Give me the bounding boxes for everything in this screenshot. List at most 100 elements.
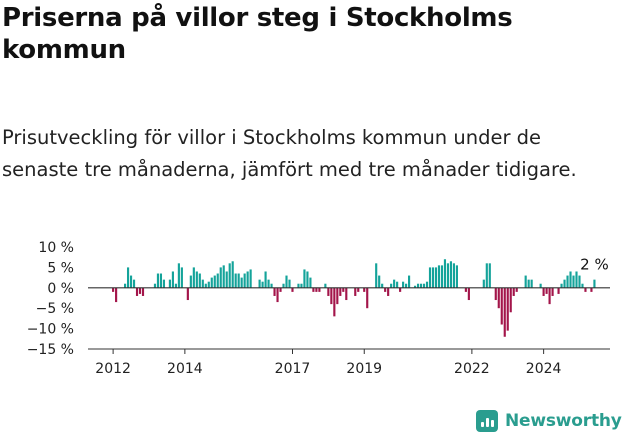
bar <box>132 279 136 288</box>
bar <box>357 287 360 292</box>
bar <box>279 287 282 292</box>
bar <box>270 283 273 288</box>
bar <box>141 287 145 296</box>
bar <box>126 267 130 288</box>
bar <box>572 275 575 288</box>
y-tick-label: −5 % <box>36 301 74 317</box>
bar <box>129 275 133 288</box>
bar <box>186 287 189 301</box>
bar <box>503 287 506 337</box>
bar <box>569 271 572 288</box>
bar <box>177 263 180 288</box>
bar <box>545 287 548 294</box>
bar <box>327 287 330 296</box>
bar <box>485 263 488 288</box>
bar <box>530 279 533 288</box>
bar <box>330 287 333 305</box>
bar <box>300 283 303 288</box>
bar <box>198 273 201 288</box>
bar <box>375 263 378 288</box>
bar <box>303 269 306 288</box>
bar <box>288 279 291 288</box>
bar <box>497 287 500 309</box>
bar <box>339 287 342 296</box>
bar <box>156 273 160 288</box>
bar <box>416 283 420 288</box>
bar <box>593 279 596 288</box>
bar <box>204 283 207 288</box>
latest-value-label: 2 % <box>580 256 609 274</box>
bar <box>500 287 503 325</box>
bar <box>446 263 450 288</box>
bar <box>237 273 240 288</box>
bar <box>393 279 396 288</box>
bar <box>381 283 384 288</box>
bar <box>115 287 118 303</box>
bar <box>261 281 264 288</box>
x-tick-label: 2017 <box>275 361 311 377</box>
bar <box>431 267 435 288</box>
bar <box>488 263 491 288</box>
bar <box>548 287 551 305</box>
bar <box>563 279 566 288</box>
bar <box>467 287 470 301</box>
y-tick-label: −10 % <box>27 322 74 338</box>
bar <box>524 275 527 288</box>
bar <box>282 283 285 288</box>
brand-logo: Newsworthy <box>476 407 622 435</box>
bar <box>509 287 512 313</box>
bar <box>291 287 294 292</box>
bar <box>440 265 444 288</box>
bar <box>315 287 318 292</box>
bar <box>482 279 485 288</box>
bar <box>452 263 455 288</box>
x-tick-label: 2019 <box>346 361 382 377</box>
bar <box>264 271 267 288</box>
y-tick-label: 10 % <box>38 240 74 256</box>
bar <box>324 283 327 288</box>
bar <box>512 287 515 296</box>
x-tick-label: 2014 <box>167 361 203 377</box>
bar <box>135 287 139 296</box>
bar <box>422 283 426 288</box>
chart-subtitle: Prisutveckling för villor i Stockholms k… <box>2 126 577 181</box>
bar <box>180 267 183 288</box>
bar <box>384 287 387 292</box>
bar <box>225 271 228 288</box>
bar <box>138 287 142 294</box>
bar <box>124 283 127 288</box>
bar <box>396 281 399 288</box>
y-tick-label: 5 % <box>47 260 74 276</box>
bar <box>201 279 204 288</box>
bar <box>515 287 518 292</box>
bar <box>437 265 441 288</box>
bar <box>342 287 345 292</box>
bar <box>174 283 177 288</box>
bar <box>159 273 163 288</box>
bar <box>575 271 578 288</box>
bar <box>557 287 560 294</box>
bar <box>192 267 195 288</box>
bar <box>425 281 429 288</box>
bar <box>366 287 369 309</box>
bar <box>419 283 423 288</box>
x-tick-label: 2012 <box>95 361 131 377</box>
bar <box>246 271 249 288</box>
bar <box>306 271 309 288</box>
bar <box>162 279 166 288</box>
bar <box>267 279 270 288</box>
bar <box>581 283 584 288</box>
bar <box>542 287 545 296</box>
bar <box>408 275 411 288</box>
bar <box>378 275 381 288</box>
bar <box>297 283 300 288</box>
bar <box>413 285 417 288</box>
bar <box>443 259 447 288</box>
bar <box>390 283 393 288</box>
bar <box>354 287 357 296</box>
bar <box>168 279 171 288</box>
bar <box>590 287 593 292</box>
bar <box>527 279 530 288</box>
bar <box>399 287 402 292</box>
